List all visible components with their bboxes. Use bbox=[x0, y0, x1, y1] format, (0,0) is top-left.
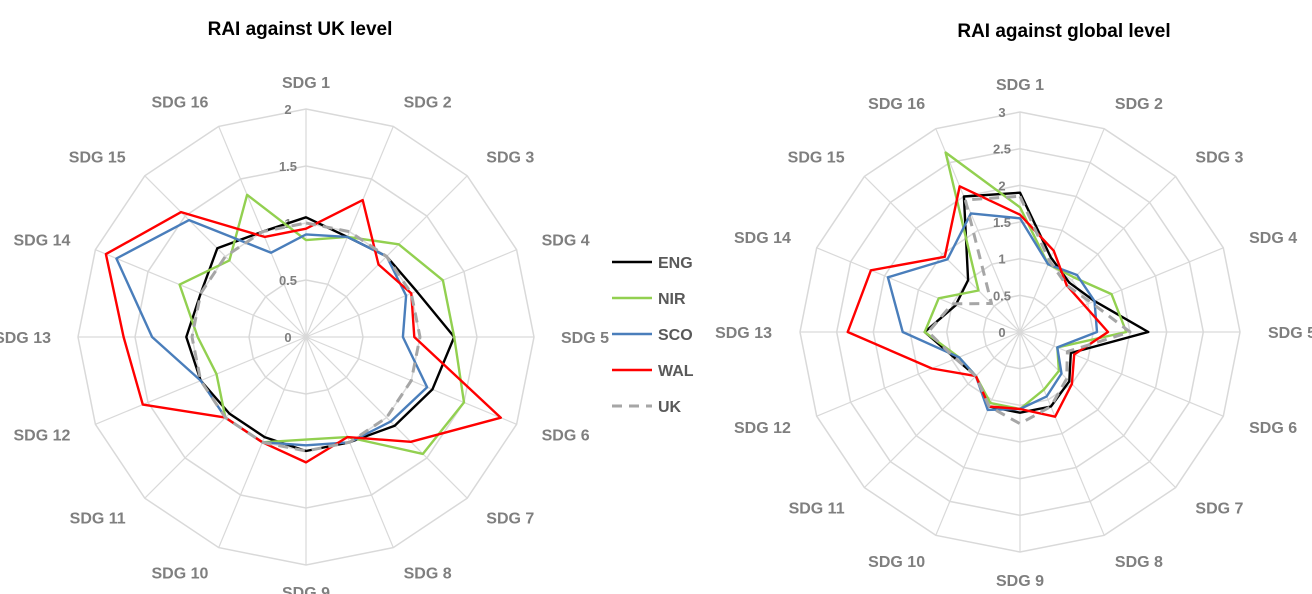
legend-label: WAL bbox=[658, 363, 694, 380]
grid-spoke bbox=[1019, 331, 1105, 536]
category-label: SDG 5 bbox=[1268, 325, 1312, 342]
legend: ENG NIR SCO WAL UK bbox=[612, 255, 694, 416]
grid-spoke bbox=[1019, 175, 1177, 333]
series-line-eng bbox=[185, 216, 456, 453]
legend-label: ENG bbox=[658, 255, 693, 272]
tick-label: 0 bbox=[998, 325, 1005, 340]
category-label: SDG 7 bbox=[1195, 500, 1243, 517]
category-label: SDG 1 bbox=[282, 75, 330, 92]
grid-spoke bbox=[816, 247, 1021, 333]
tick-label: 0 bbox=[284, 330, 291, 345]
series-line-nir bbox=[178, 193, 466, 456]
category-label: SDG 15 bbox=[788, 150, 845, 167]
grid-spoke bbox=[144, 175, 307, 338]
grid-spoke bbox=[935, 331, 1021, 536]
category-label: SDG 9 bbox=[282, 585, 330, 594]
category-label: SDG 11 bbox=[789, 500, 845, 517]
tick-label: 2.5 bbox=[993, 142, 1011, 157]
category-label: SDG 4 bbox=[1249, 230, 1297, 247]
legend-label: SCO bbox=[658, 327, 693, 344]
chart-title-uk: RAI against UK level bbox=[208, 19, 393, 40]
category-label: SDG 13 bbox=[0, 330, 51, 347]
category-label: SDG 2 bbox=[1115, 96, 1163, 113]
category-label: SDG 10 bbox=[151, 566, 208, 583]
category-label: SDG 8 bbox=[1115, 554, 1163, 571]
tick-label: 2 bbox=[284, 102, 291, 117]
grid-spoke bbox=[935, 128, 1021, 333]
tick-label: 1 bbox=[998, 252, 1005, 267]
category-label: SDG 10 bbox=[868, 554, 925, 571]
grid-spoke bbox=[1019, 247, 1224, 333]
grid-spoke bbox=[1019, 128, 1105, 333]
tick-label: 1.5 bbox=[279, 159, 297, 174]
category-label: SDG 16 bbox=[151, 94, 208, 111]
tick-label: 3 bbox=[998, 105, 1005, 120]
series-line-wal bbox=[104, 198, 502, 464]
grid-spoke bbox=[863, 175, 1021, 333]
category-label: SDG 8 bbox=[404, 566, 452, 583]
series-line-wal bbox=[846, 185, 1110, 418]
tick-label: 1.5 bbox=[993, 215, 1011, 230]
tick-label: 0.5 bbox=[279, 273, 297, 288]
category-label: SDG 9 bbox=[996, 573, 1044, 590]
legend-label: NIR bbox=[658, 291, 686, 308]
chart-title-global: RAI against global level bbox=[957, 21, 1170, 42]
series-line-uk bbox=[926, 194, 1132, 426]
series-line-nir bbox=[923, 151, 1128, 411]
category-label: SDG 3 bbox=[1195, 150, 1243, 167]
category-label: SDG 5 bbox=[561, 330, 609, 347]
tick-label: 2 bbox=[998, 178, 1005, 193]
legend-label: UK bbox=[658, 399, 682, 416]
category-label: SDG 6 bbox=[1249, 420, 1297, 437]
category-label: SDG 11 bbox=[70, 510, 126, 527]
grid-spoke bbox=[305, 336, 468, 499]
category-label: SDG 14 bbox=[734, 230, 791, 247]
category-label: SDG 12 bbox=[734, 420, 791, 437]
category-label: SDG 16 bbox=[868, 96, 925, 113]
category-label: SDG 4 bbox=[542, 232, 590, 249]
grid-spoke bbox=[863, 331, 1021, 489]
grid-spoke bbox=[305, 126, 394, 338]
series-line-eng bbox=[923, 191, 1150, 414]
category-label: SDG 7 bbox=[486, 510, 534, 527]
radar-chart-global: 0 0.5 1 1.5 2 2.5 3 SDG 1 SDG 2 SDG 3 SDG 4 SDG 5 SD… bbox=[715, 77, 1312, 590]
category-label: SDG 13 bbox=[715, 325, 772, 342]
tick-label: 0.5 bbox=[993, 288, 1011, 303]
category-label: SDG 14 bbox=[13, 232, 70, 249]
category-label: SDG 1 bbox=[996, 77, 1044, 94]
category-label: SDG 2 bbox=[404, 94, 452, 111]
category-label: SDG 15 bbox=[69, 150, 126, 167]
grid-spoke bbox=[1019, 331, 1224, 417]
category-label: SDG 12 bbox=[13, 428, 70, 445]
grid-spoke bbox=[1019, 331, 1177, 489]
grid-spoke bbox=[816, 331, 1021, 417]
category-label: SDG 3 bbox=[486, 150, 534, 167]
category-label: SDG 6 bbox=[542, 428, 590, 445]
